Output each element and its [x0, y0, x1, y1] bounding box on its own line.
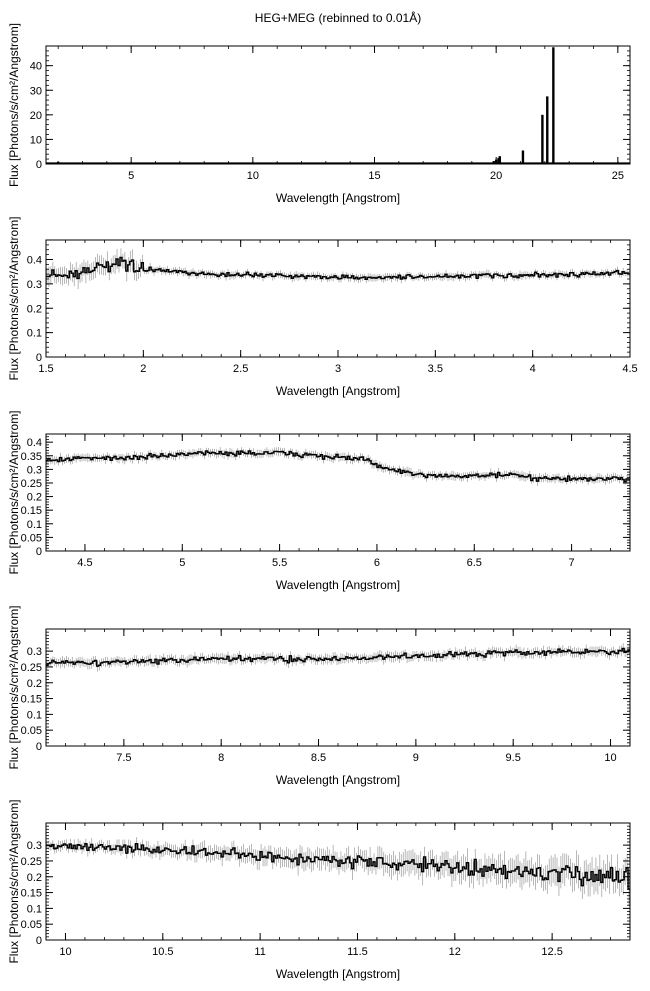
y-tick-label: 0: [36, 546, 42, 558]
x-tick-label: 2.5: [233, 363, 248, 375]
x-tick-label: 5: [179, 557, 185, 569]
y-tick-label: 0.35: [21, 451, 42, 463]
x-tick-label: 5.5: [272, 557, 287, 569]
y-tick-label: 0.25: [21, 856, 42, 868]
panel-1: 5 10 15 20 25 0 10 20 30 40 Wavelength [Angstrom] F…: [7, 23, 631, 205]
y-tick-label: 30: [30, 85, 42, 97]
x-axis-title: Wavelength [Angstrom]: [276, 773, 400, 787]
y-tick-label: 40: [30, 61, 42, 73]
y-tick-label: 0.4: [27, 255, 42, 267]
x-tick-label: 8: [218, 752, 224, 764]
x-tick-label: 9: [413, 752, 419, 764]
x-tick-label: 11.5: [347, 946, 368, 958]
x-tick-label: 3.5: [428, 363, 443, 375]
y-tick-label: 0.1: [27, 328, 42, 340]
plot-frame: [45, 239, 631, 358]
y-tick-label: 0.3: [27, 279, 42, 291]
x-tick-label: 9.5: [506, 752, 521, 764]
y-tick-label: 0.3: [27, 646, 42, 658]
y-tick-label: 0.25: [21, 478, 42, 490]
y-axis-title: Flux [Photons/s/cm²/Angstrom]: [7, 410, 21, 574]
x-tick-label: 4: [530, 363, 536, 375]
x-tick-label: 10: [604, 752, 616, 764]
y-tick-label: 0.05: [21, 919, 42, 931]
plot-frame: [45, 433, 631, 552]
y-tick-label: 0.25: [21, 662, 42, 674]
y-tick-label: 0.2: [27, 492, 42, 504]
y-tick-label: 0.2: [27, 872, 42, 884]
spectrum-line: [46, 647, 630, 667]
y-tick-label: 0.2: [27, 303, 42, 315]
y-axis-title: Flux [Photons/s/cm²/Angstrom]: [7, 605, 21, 769]
x-tick-label: 10.5: [152, 946, 173, 958]
x-tick-label: 25: [612, 170, 624, 182]
x-tick-label: 1.5: [38, 363, 53, 375]
figure-title: HEG+MEG (rebinned to 0.01Å): [255, 10, 421, 25]
x-tick-label: 8.5: [311, 752, 326, 764]
x-tick-label: 7: [569, 557, 575, 569]
panel-5: 10 10.5 11 11.5 12 12.5 0 0.05 0.1 0.15 0.2 0.25 0.3…: [7, 799, 631, 981]
spectrum-line: [46, 842, 630, 890]
y-tick-label: 0.15: [21, 888, 42, 900]
y-tick-label: 0.1: [27, 709, 42, 721]
y-tick-label: 20: [30, 110, 42, 122]
spectrum-line: [46, 256, 630, 280]
spectrum-panel-5: [46, 837, 630, 907]
x-tick-label: 2: [140, 363, 146, 375]
y-axis-title: Flux [Photons/s/cm²/Angstrom]: [7, 799, 21, 963]
y-tick-label: 0.05: [21, 725, 42, 737]
y-tick-label: 0.15: [21, 694, 42, 706]
x-tick-label: 12.5: [541, 946, 562, 958]
y-axis-title: Flux [Photons/s/cm²/Angstrom]: [7, 23, 21, 187]
y-tick-label: 0: [36, 741, 42, 753]
y-tick-label: 0.15: [21, 505, 42, 517]
x-tick-label: 4.5: [77, 557, 92, 569]
y-tick-label: 0.05: [21, 532, 42, 544]
y-tick-label: 0.1: [27, 903, 42, 915]
y-tick-label: 0.3: [27, 840, 42, 852]
x-axis-title: Wavelength [Angstrom]: [276, 578, 400, 592]
spectrum-line: [46, 450, 630, 483]
panel-4: 7.5 8 8.5 9 9.5 10 0 0.05 0.1 0.15 0.2 0.25 0.3 Wavel…: [7, 605, 631, 787]
y-tick-label: 0.3: [27, 464, 42, 476]
y-tick-label: 0.1: [27, 519, 42, 531]
y-tick-label: 0: [36, 159, 42, 171]
spectrum-panel-2: [46, 248, 630, 290]
x-tick-label: 12: [449, 946, 461, 958]
y-tick-label: 10: [30, 134, 42, 146]
x-tick-label: 4.5: [622, 363, 637, 375]
x-tick-label: 10: [59, 946, 71, 958]
x-tick-label: 6: [374, 557, 380, 569]
x-tick-label: 15: [368, 170, 380, 182]
spectrum-panel-1: [46, 47, 630, 164]
y-tick-label: 0: [36, 352, 42, 364]
plot-frame: [45, 628, 631, 747]
plot-frame: [45, 822, 631, 941]
y-tick-label: 0: [36, 935, 42, 947]
x-axis-title: Wavelength [Angstrom]: [276, 384, 400, 398]
panel-2: 1.5 2 2.5 3 3.5 4 4.5 0 0.1 0.2 0.3 0.4 Wavelength […: [7, 216, 638, 398]
x-axis-title: Wavelength [Angstrom]: [276, 967, 400, 981]
x-axis-title: Wavelength [Angstrom]: [276, 191, 400, 205]
y-tick-label: 0.4: [27, 437, 42, 449]
x-tick-label: 11: [254, 946, 265, 958]
panel-3: 4.5 5 5.5 6 6.5 7 0 0.050.1 0.150.2 0.25 0.30.35 0.…: [7, 410, 631, 592]
spectrum-panel-3: [46, 447, 630, 486]
y-tick-label: 0.2: [27, 678, 42, 690]
y-axis-title: Flux [Photons/s/cm²/Angstrom]: [7, 216, 21, 380]
x-tick-label: 7.5: [116, 752, 131, 764]
x-tick-label: 20: [490, 170, 502, 182]
x-tick-label: 6.5: [467, 557, 482, 569]
x-tick-label: 10: [247, 170, 259, 182]
x-tick-label: 3: [335, 363, 341, 375]
x-tick-label: 5: [128, 170, 134, 182]
spectrum-panel-4: [46, 643, 630, 672]
